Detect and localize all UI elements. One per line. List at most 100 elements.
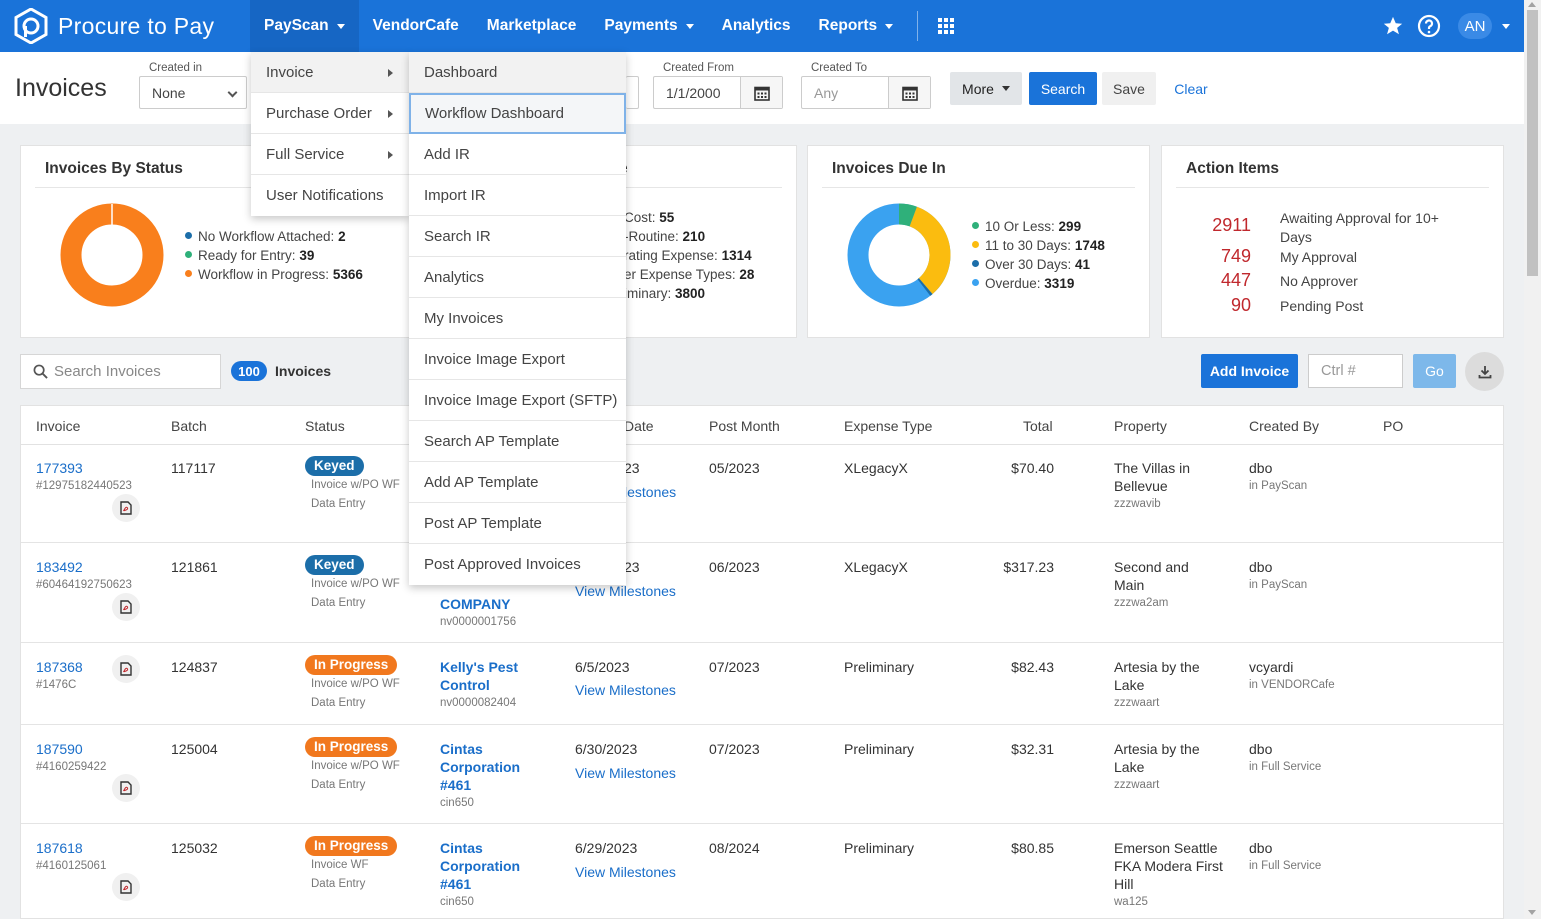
col-status[interactable]: Status	[305, 418, 345, 434]
chevron-down-icon[interactable]	[1502, 23, 1510, 29]
status-badge: Keyed	[305, 456, 364, 476]
submenu-item-workflow-dashboard[interactable]: Workflow Dashboard	[409, 93, 626, 134]
submenu-item-search-ap-template[interactable]: Search AP Template	[409, 421, 626, 462]
workflow-name: Invoice w/PO WF	[311, 479, 400, 491]
workflow-name: Invoice w/PO WF	[311, 760, 400, 772]
submenu-item-invoice-image-export-sftp[interactable]: Invoice Image Export (SFTP)	[409, 380, 626, 421]
view-milestones-link[interactable]: View Milestones	[575, 765, 676, 781]
save-button[interactable]: Save	[1102, 72, 1156, 105]
legend-label: Workflow in Progress:	[198, 267, 330, 282]
view-milestones-link[interactable]: View Milestones	[575, 864, 676, 880]
pdf-icon[interactable]	[112, 873, 140, 901]
submenu-item-invoice-image-export[interactable]: Invoice Image Export	[409, 339, 626, 380]
col-post-month[interactable]: Post Month	[709, 418, 780, 434]
col-created-by[interactable]: Created By	[1249, 418, 1320, 434]
col-invoice[interactable]: Invoice	[36, 418, 81, 434]
invoice-link[interactable]: 187368	[36, 659, 83, 675]
submenu-item-search-ir[interactable]: Search IR	[409, 216, 626, 257]
vertical-scrollbar[interactable]	[1524, 0, 1541, 919]
view-milestones-link[interactable]: View Milestones	[575, 583, 676, 599]
calendar-icon[interactable]	[740, 77, 782, 108]
nav-payments[interactable]: Payments	[590, 0, 707, 52]
col-expense-type[interactable]: Expense Type	[844, 418, 933, 434]
nav-vendorcafe[interactable]: VendorCafe	[359, 0, 473, 52]
vendor-link[interactable]: COMPANY	[440, 596, 511, 612]
col-property[interactable]: Property	[1114, 418, 1167, 434]
submenu-item-analytics[interactable]: Analytics	[409, 257, 626, 298]
nav-reports[interactable]: Reports	[805, 0, 908, 52]
nav-payscan[interactable]: PayScan	[250, 0, 359, 52]
pdf-icon[interactable]	[112, 494, 140, 522]
menu-item-full-service[interactable]: Full Service	[251, 134, 409, 175]
card-title: Invoices By Status	[45, 160, 183, 177]
search-button[interactable]: Search	[1029, 72, 1097, 105]
view-milestones-link[interactable]: View Milestones	[575, 682, 676, 698]
add-invoice-button[interactable]: Add Invoice	[1201, 354, 1298, 388]
menu-item-user-notifications[interactable]: User Notifications	[251, 175, 409, 216]
created-to-input[interactable]: Any	[801, 76, 931, 109]
submenu-item-import-ir[interactable]: Import IR	[409, 175, 626, 216]
dot-icon	[972, 240, 979, 248]
more-label: More	[962, 80, 994, 97]
ctrl-number-input[interactable]: Ctrl #	[1308, 354, 1403, 388]
calendar-icon[interactable]	[888, 77, 930, 108]
post-month-cell: 07/2023	[709, 659, 760, 675]
submenu-item-dashboard[interactable]: Dashboard	[409, 52, 626, 93]
post-month-cell: 07/2023	[709, 741, 760, 757]
menu-item-invoice[interactable]: Invoice	[251, 52, 409, 93]
pdf-icon[interactable]	[112, 593, 140, 621]
vendor-link[interactable]: Cintas Corporation #461	[440, 741, 521, 793]
go-button[interactable]: Go	[1413, 354, 1456, 388]
submenu-item-post-approved-invoices[interactable]: Post Approved Invoices	[409, 544, 626, 585]
table-row[interactable]: 187590 #4160259422 125004 In Progress In…	[21, 726, 1503, 824]
hidden-filter-field[interactable]	[626, 76, 639, 109]
table-row[interactable]: 177393 #12975182440523 117117 Keyed Invo…	[21, 445, 1503, 543]
pdf-icon[interactable]	[112, 774, 140, 802]
clear-button[interactable]: Clear	[1164, 72, 1218, 105]
invoice-link[interactable]: 177393	[36, 460, 83, 476]
col-batch[interactable]: Batch	[171, 418, 207, 434]
vendor-link[interactable]: Cintas Corporation #461	[440, 840, 521, 892]
legend-item: Ready for Entry: 39	[185, 246, 363, 265]
created-in-filter: Created in None	[139, 62, 247, 109]
col-date[interactable]: Date	[624, 418, 654, 434]
created-from-input[interactable]: 1/1/2000	[653, 76, 783, 109]
apps-grid-icon[interactable]	[938, 18, 956, 34]
date-cell: 6/29/2023 View Milestones	[575, 839, 676, 881]
date-value: 6/5/2023	[575, 659, 630, 675]
batch-cell: 125004	[171, 741, 218, 757]
table-header: Invoice Batch Status Date Post Month Exp…	[21, 406, 1503, 445]
invoice-link[interactable]: 187618	[36, 840, 83, 856]
table-row[interactable]: 187368 #1476C 124837 In Progress Invoice…	[21, 644, 1503, 725]
legend-item: er Expense Types: 28	[624, 265, 754, 284]
date-value: 6/30/2023	[575, 741, 638, 757]
invoice-link[interactable]: 187590	[36, 741, 83, 757]
avatar[interactable]: AN	[1458, 13, 1492, 39]
brand[interactable]: Procure to Pay	[0, 0, 250, 52]
nav-marketplace[interactable]: Marketplace	[473, 0, 591, 52]
vendor-link[interactable]: Kelly's Pest Control	[440, 659, 519, 693]
table-row[interactable]: 183492 #60464192750623 121861 Keyed Invo…	[21, 544, 1503, 643]
scroll-up-icon[interactable]	[1528, 2, 1536, 7]
search-invoices-input[interactable]: Search Invoices	[20, 354, 221, 389]
col-po[interactable]: PO	[1383, 418, 1404, 434]
nav-analytics[interactable]: Analytics	[708, 0, 805, 52]
created-in-select[interactable]: None	[139, 76, 247, 109]
star-icon[interactable]	[1380, 13, 1406, 39]
submenu-item-add-ap-template[interactable]: Add AP Template	[409, 462, 626, 503]
submenu-item-post-ap-template[interactable]: Post AP Template	[409, 503, 626, 544]
more-button[interactable]: More	[950, 72, 1022, 105]
view-milestones-link[interactable]: lestones	[624, 484, 677, 500]
help-icon[interactable]	[1416, 13, 1442, 39]
submenu-item-add-ir[interactable]: Add IR	[409, 134, 626, 175]
scrollbar-thumb[interactable]	[1527, 10, 1538, 276]
invoice-link[interactable]: 183492	[36, 559, 83, 575]
table-row[interactable]: 187618 #4160125061 125032 In Progress In…	[21, 825, 1503, 918]
pdf-icon[interactable]	[112, 655, 140, 683]
menu-item-purchase-order[interactable]: Purchase Order	[251, 93, 409, 134]
scroll-down-icon[interactable]	[1528, 910, 1536, 915]
created-by-user: dbo	[1249, 840, 1273, 856]
download-icon[interactable]	[1465, 352, 1504, 391]
submenu-item-my-invoices[interactable]: My Invoices	[409, 298, 626, 339]
col-total[interactable]: Total	[1023, 418, 1053, 434]
